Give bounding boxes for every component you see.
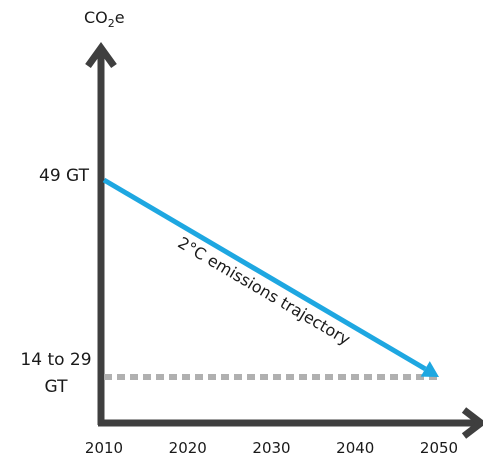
x-tick-label-2030: 2030	[252, 439, 290, 457]
x-axis	[98, 407, 483, 439]
y-label-top-value: 49 GT	[39, 166, 90, 186]
emissions-trajectory-arrowhead	[420, 361, 439, 377]
y-axis-arrowhead	[85, 42, 117, 69]
x-tick-label-2050: 2050	[420, 439, 458, 457]
y-label-bottom-value-line1: 14 to 29	[20, 350, 91, 370]
y-axis	[85, 42, 117, 425]
x-tick-label-2020: 2020	[169, 439, 207, 457]
x-tick-labels: 2010 2020 2030 2040 2050	[85, 439, 458, 457]
emissions-trajectory-line	[102, 177, 427, 372]
y-axis-title: CO2e	[84, 8, 125, 30]
x-tick-label-2040: 2040	[336, 439, 374, 457]
trajectory-annotation: 2°C emissions trajectory	[175, 233, 354, 349]
x-axis-arrowhead	[461, 407, 483, 439]
y-label-bottom-value-line2: GT	[45, 377, 69, 397]
x-tick-label-2010: 2010	[85, 439, 123, 457]
